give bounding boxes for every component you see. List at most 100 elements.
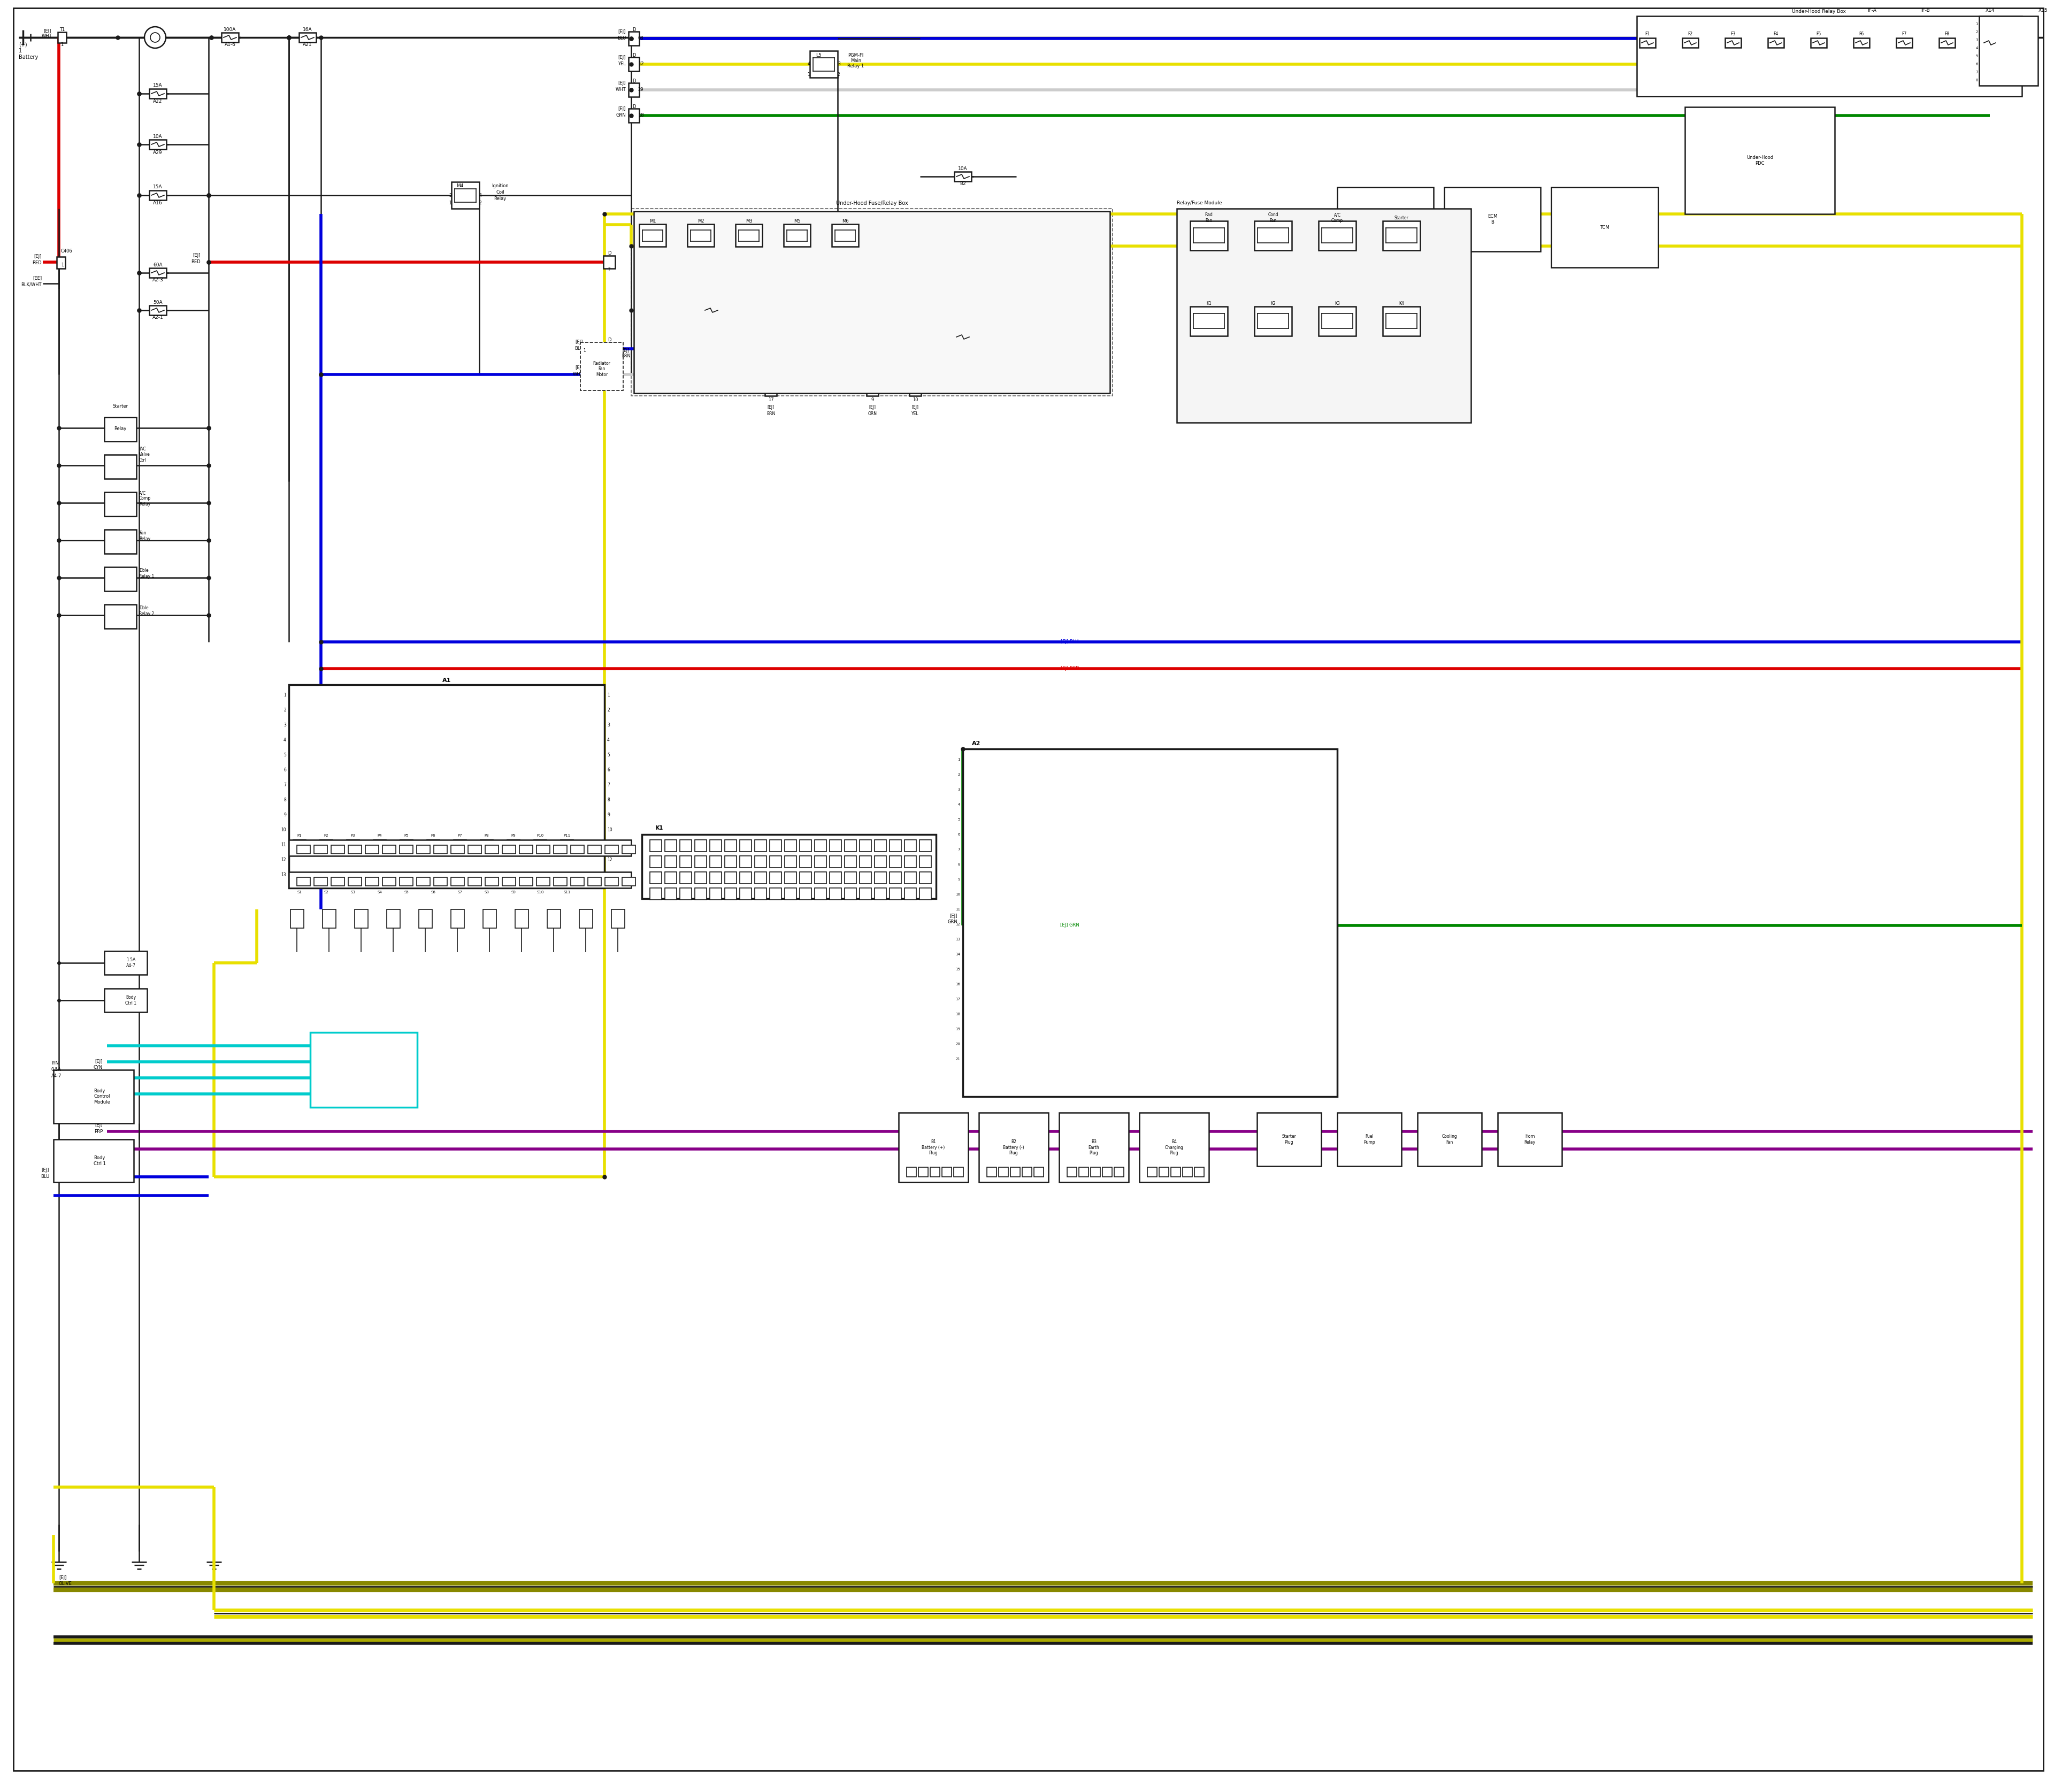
- Bar: [105, 493, 136, 516]
- Bar: [725, 889, 737, 900]
- Bar: [770, 889, 781, 900]
- Text: F4: F4: [1773, 30, 1779, 36]
- Bar: [105, 566, 136, 591]
- Text: Dble
Relay 2: Dble Relay 2: [140, 606, 154, 616]
- Bar: [1033, 1167, 1043, 1177]
- Bar: [680, 889, 692, 900]
- Text: 3: 3: [608, 722, 610, 728]
- Text: M2: M2: [698, 219, 705, 224]
- Text: 8: 8: [957, 862, 959, 866]
- Text: [EJ] GRN: [EJ] GRN: [1060, 923, 1078, 928]
- Bar: [694, 840, 707, 851]
- Text: S10: S10: [536, 891, 544, 894]
- Text: 12: 12: [608, 858, 612, 862]
- Bar: [1319, 220, 1356, 251]
- Bar: [930, 1167, 941, 1177]
- Bar: [320, 840, 333, 851]
- Bar: [1023, 1167, 1031, 1177]
- Bar: [520, 846, 532, 853]
- Text: L5: L5: [815, 54, 822, 57]
- Bar: [1195, 1167, 1204, 1177]
- Bar: [222, 32, 238, 43]
- Bar: [889, 873, 902, 883]
- Bar: [830, 857, 842, 867]
- Text: X14: X14: [1984, 9, 1994, 13]
- Bar: [294, 840, 306, 851]
- Text: 2: 2: [283, 708, 286, 713]
- Text: [EJ]: [EJ]: [193, 253, 201, 258]
- Bar: [815, 857, 826, 867]
- Bar: [900, 1113, 967, 1183]
- Text: BRN: BRN: [766, 412, 774, 416]
- Text: 3: 3: [838, 61, 840, 66]
- Bar: [1417, 1113, 1481, 1167]
- Text: Cooling
Fan: Cooling Fan: [1442, 1134, 1456, 1145]
- Text: 1: 1: [283, 694, 286, 697]
- Text: [EJ]: [EJ]: [618, 56, 626, 61]
- Bar: [830, 873, 842, 883]
- Text: K1: K1: [1206, 301, 1212, 306]
- Bar: [688, 224, 715, 247]
- Text: [EJ]: [EJ]: [768, 405, 774, 410]
- Text: 13: 13: [955, 937, 959, 941]
- Text: 14: 14: [955, 953, 959, 955]
- Bar: [629, 32, 639, 45]
- Bar: [815, 889, 826, 900]
- Bar: [290, 873, 631, 889]
- Text: S7: S7: [458, 891, 462, 894]
- Bar: [1078, 1167, 1089, 1177]
- Text: P2: P2: [325, 833, 329, 837]
- Text: B4
Charging
Plug: B4 Charging Plug: [1165, 1140, 1183, 1156]
- Text: K1: K1: [655, 826, 663, 831]
- Text: Ignition: Ignition: [491, 185, 509, 188]
- Text: 3: 3: [957, 788, 959, 790]
- Bar: [322, 909, 337, 928]
- Text: 1.5A
A4-7: 1.5A A4-7: [125, 957, 136, 968]
- Bar: [859, 873, 871, 883]
- Bar: [507, 840, 520, 851]
- Bar: [770, 840, 781, 851]
- Text: F6: F6: [1859, 30, 1863, 36]
- Bar: [1171, 1167, 1181, 1177]
- Bar: [631, 208, 1113, 396]
- Bar: [366, 846, 378, 853]
- Text: 21: 21: [955, 1057, 959, 1061]
- Text: A16: A16: [154, 201, 162, 204]
- Bar: [770, 857, 781, 867]
- Text: 20: 20: [955, 1043, 959, 1047]
- Bar: [1896, 38, 1912, 48]
- Text: [EJ]
OLIVE: [EJ] OLIVE: [60, 1575, 72, 1586]
- Text: [EJ]: [EJ]: [35, 254, 41, 260]
- Bar: [1189, 306, 1228, 335]
- Text: Starter: Starter: [113, 405, 127, 409]
- Text: 8: 8: [608, 797, 610, 803]
- Bar: [581, 342, 622, 391]
- Text: F3: F3: [1732, 30, 1736, 36]
- Text: F9: F9: [1988, 30, 1992, 36]
- Text: D: D: [914, 335, 916, 340]
- Text: 13: 13: [281, 873, 286, 878]
- Bar: [1337, 186, 1434, 251]
- Text: [EJ] RED: [EJ] RED: [1060, 667, 1078, 670]
- Text: 2: 2: [957, 772, 959, 776]
- Text: F2: F2: [1688, 30, 1692, 36]
- Text: 9: 9: [957, 878, 959, 882]
- Text: Radiator
Fan
Motor: Radiator Fan Motor: [594, 362, 610, 376]
- Bar: [629, 109, 639, 122]
- Bar: [481, 878, 493, 889]
- Text: [EJ]
GRN: [EJ] GRN: [947, 914, 957, 925]
- Bar: [920, 857, 930, 867]
- Bar: [649, 857, 661, 867]
- Bar: [366, 878, 378, 885]
- Bar: [604, 342, 614, 355]
- Text: ORN: ORN: [869, 412, 877, 416]
- Text: Relay: Relay: [115, 426, 127, 432]
- Text: [EJ] BLU: [EJ] BLU: [1062, 640, 1078, 645]
- Text: BLU: BLU: [575, 346, 583, 351]
- Bar: [452, 846, 464, 853]
- Text: Fuse/Relay: Fuse/Relay: [723, 344, 748, 349]
- Text: 15A: 15A: [154, 185, 162, 190]
- Text: 50A: 50A: [154, 299, 162, 305]
- Text: 10A: 10A: [957, 167, 967, 170]
- Bar: [764, 342, 776, 396]
